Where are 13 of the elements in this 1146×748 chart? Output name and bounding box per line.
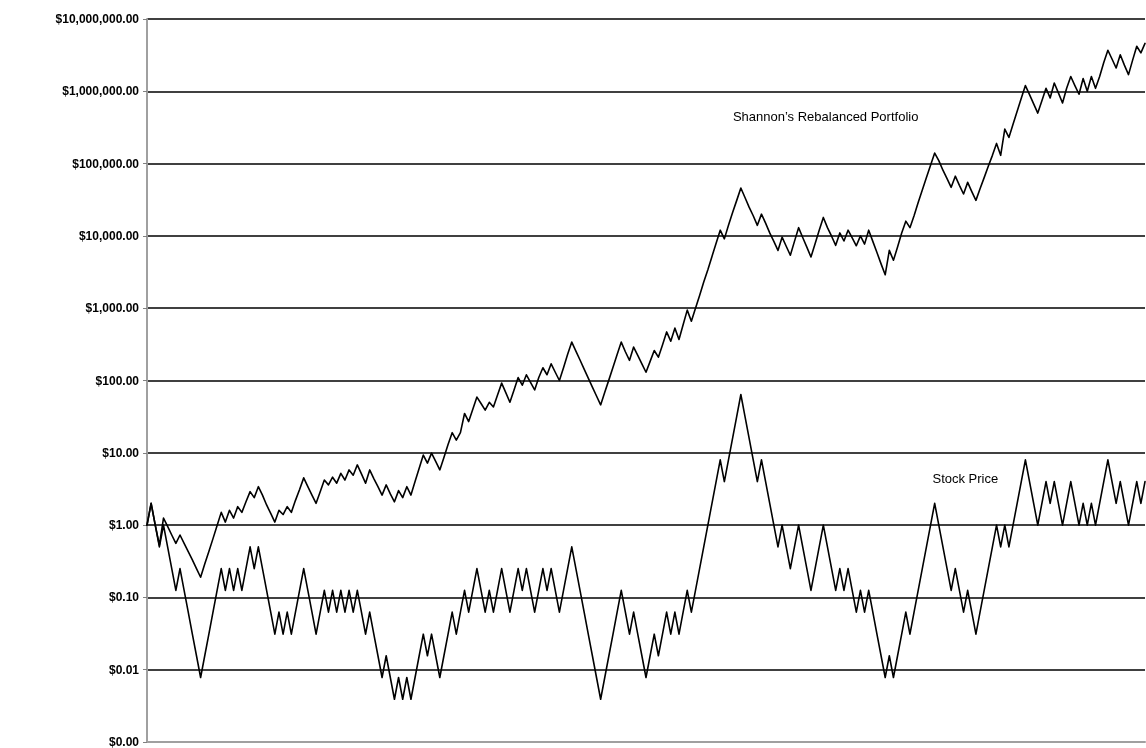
y-tick-label: $0.10 (108, 590, 140, 605)
y-tick-label: $10,000,000.00 (55, 12, 140, 26)
y-tick-label: $100,000.00 (72, 156, 140, 171)
y-tick-label: $0.00 (108, 735, 140, 748)
y-tick-label: $1,000.00 (85, 301, 140, 316)
y-tick-label: $10,000.00 (78, 228, 140, 243)
y-tick-label: $100.00 (95, 373, 140, 388)
annotation: Shannon’s Rebalanced Portfolio (732, 109, 919, 125)
y-tick-label: $1.00 (108, 518, 140, 533)
y-tick-label: $0.01 (108, 662, 140, 677)
y-tick-label: $1,000,000.00 (62, 84, 140, 99)
y-tick-label: $10.00 (102, 445, 140, 460)
annotation: Stock Price (932, 470, 999, 486)
